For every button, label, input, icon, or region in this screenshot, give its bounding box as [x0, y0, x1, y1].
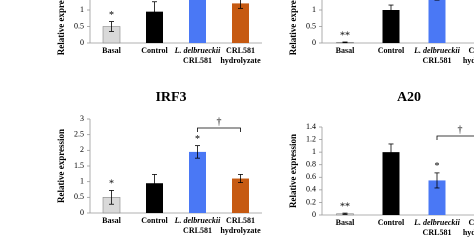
x-tick-label: Basal — [336, 218, 355, 227]
x-tick-label: CRL581 — [226, 46, 255, 55]
chart-title: IRF3 — [155, 90, 186, 105]
x-tick-label: L. delbrueckii — [413, 46, 461, 55]
x-tick-label: hydrolyzate — [463, 56, 474, 65]
x-tick-label: CRL581 — [226, 216, 255, 225]
x-tick-label: L. delbrueckii — [174, 46, 222, 55]
x-tick-label: CRL581 — [469, 46, 474, 55]
y-axis-label: Relative expression — [288, 134, 298, 208]
x-tick-label: CRL581 — [423, 56, 452, 65]
y-axis-label: Relative expression — [56, 0, 66, 55]
y-axis-label: Relative expression — [56, 129, 66, 203]
y-tick-label: 0 — [80, 208, 84, 217]
error-bar — [388, 4, 394, 16]
bracket — [197, 127, 241, 132]
y-tick-label: 1.5 — [74, 161, 84, 170]
y-tick-label: 2.5 — [74, 129, 84, 138]
bar — [189, 0, 206, 43]
significance-mark: * — [195, 134, 200, 145]
y-tick-label: 2 — [80, 145, 84, 154]
x-tick-label: Control — [141, 46, 168, 55]
y-tick-label: 0.5 — [74, 192, 84, 201]
error-bar — [434, 172, 440, 189]
error-bar — [152, 174, 157, 193]
bar — [428, 0, 446, 43]
significance-mark: ** — [340, 30, 350, 41]
error-bar — [238, 0, 243, 9]
chart-title: A20 — [397, 90, 421, 105]
y-tick-label: 0.2 — [306, 197, 316, 206]
bracket — [436, 135, 474, 140]
bar — [232, 178, 249, 213]
bar — [232, 3, 249, 43]
y-tick-label: 0.8 — [306, 160, 316, 169]
x-tick-label: Basal — [102, 216, 121, 225]
bar — [382, 152, 400, 215]
y-tick-label: 0 — [312, 210, 316, 219]
y-tick-label: 0.5 — [74, 21, 84, 30]
x-tick-label: CRL581 — [183, 226, 212, 235]
y-tick-label: 0 — [312, 38, 316, 47]
error-bar — [195, 145, 200, 159]
x-tick-label: hydrolyzate — [220, 56, 261, 65]
bar — [428, 180, 446, 215]
x-tick-label: CRL581 — [183, 56, 212, 65]
bracket-label: † — [217, 116, 222, 127]
significance-mark: * — [435, 161, 440, 172]
y-tick-label: 1.2 — [306, 134, 316, 143]
significance-mark: * — [109, 10, 114, 21]
bar — [146, 183, 163, 213]
x-tick-label: CRL581 — [423, 228, 452, 237]
x-tick-label: L. delbrueckii — [413, 218, 461, 227]
error-bar — [342, 212, 348, 215]
x-tick-label: Basal — [336, 46, 355, 55]
y-tick-label: 0 — [80, 38, 84, 47]
error-bar — [152, 1, 157, 22]
x-tick-label: Basal — [102, 46, 121, 55]
x-tick-label: hydrolyzate — [220, 226, 261, 235]
x-tick-label: CRL581 — [469, 218, 474, 227]
significance-mark: ** — [340, 201, 350, 212]
y-tick-label: 3 — [80, 114, 84, 123]
bar — [146, 11, 163, 43]
y-tick-label: 0.6 — [306, 172, 316, 181]
bar — [382, 10, 400, 43]
x-tick-label: Control — [378, 46, 405, 55]
y-axis-label: Relative expression — [288, 0, 298, 55]
y-tick-label: 0.4 — [306, 185, 316, 194]
error-bar — [342, 41, 348, 44]
y-tick-label: 1.4 — [306, 122, 316, 131]
error-bar — [109, 190, 114, 205]
y-tick-label: 1 — [80, 176, 84, 185]
error-bar — [238, 174, 243, 184]
y-tick-label: 1 — [80, 5, 84, 14]
x-tick-label: Control — [378, 218, 405, 227]
error-bar — [109, 21, 114, 32]
y-tick-label: 0.5 — [306, 21, 316, 30]
x-tick-label: Control — [141, 216, 168, 225]
y-tick-label: 1 — [312, 147, 316, 156]
y-tick-label: 1 — [312, 5, 316, 14]
x-tick-label: hydrolyzate — [463, 228, 474, 237]
bar — [189, 151, 206, 213]
significance-mark: * — [109, 179, 114, 190]
x-tick-label: L. delbrueckii — [174, 216, 222, 225]
error-bar — [388, 143, 394, 161]
bracket-label: † — [458, 124, 463, 135]
